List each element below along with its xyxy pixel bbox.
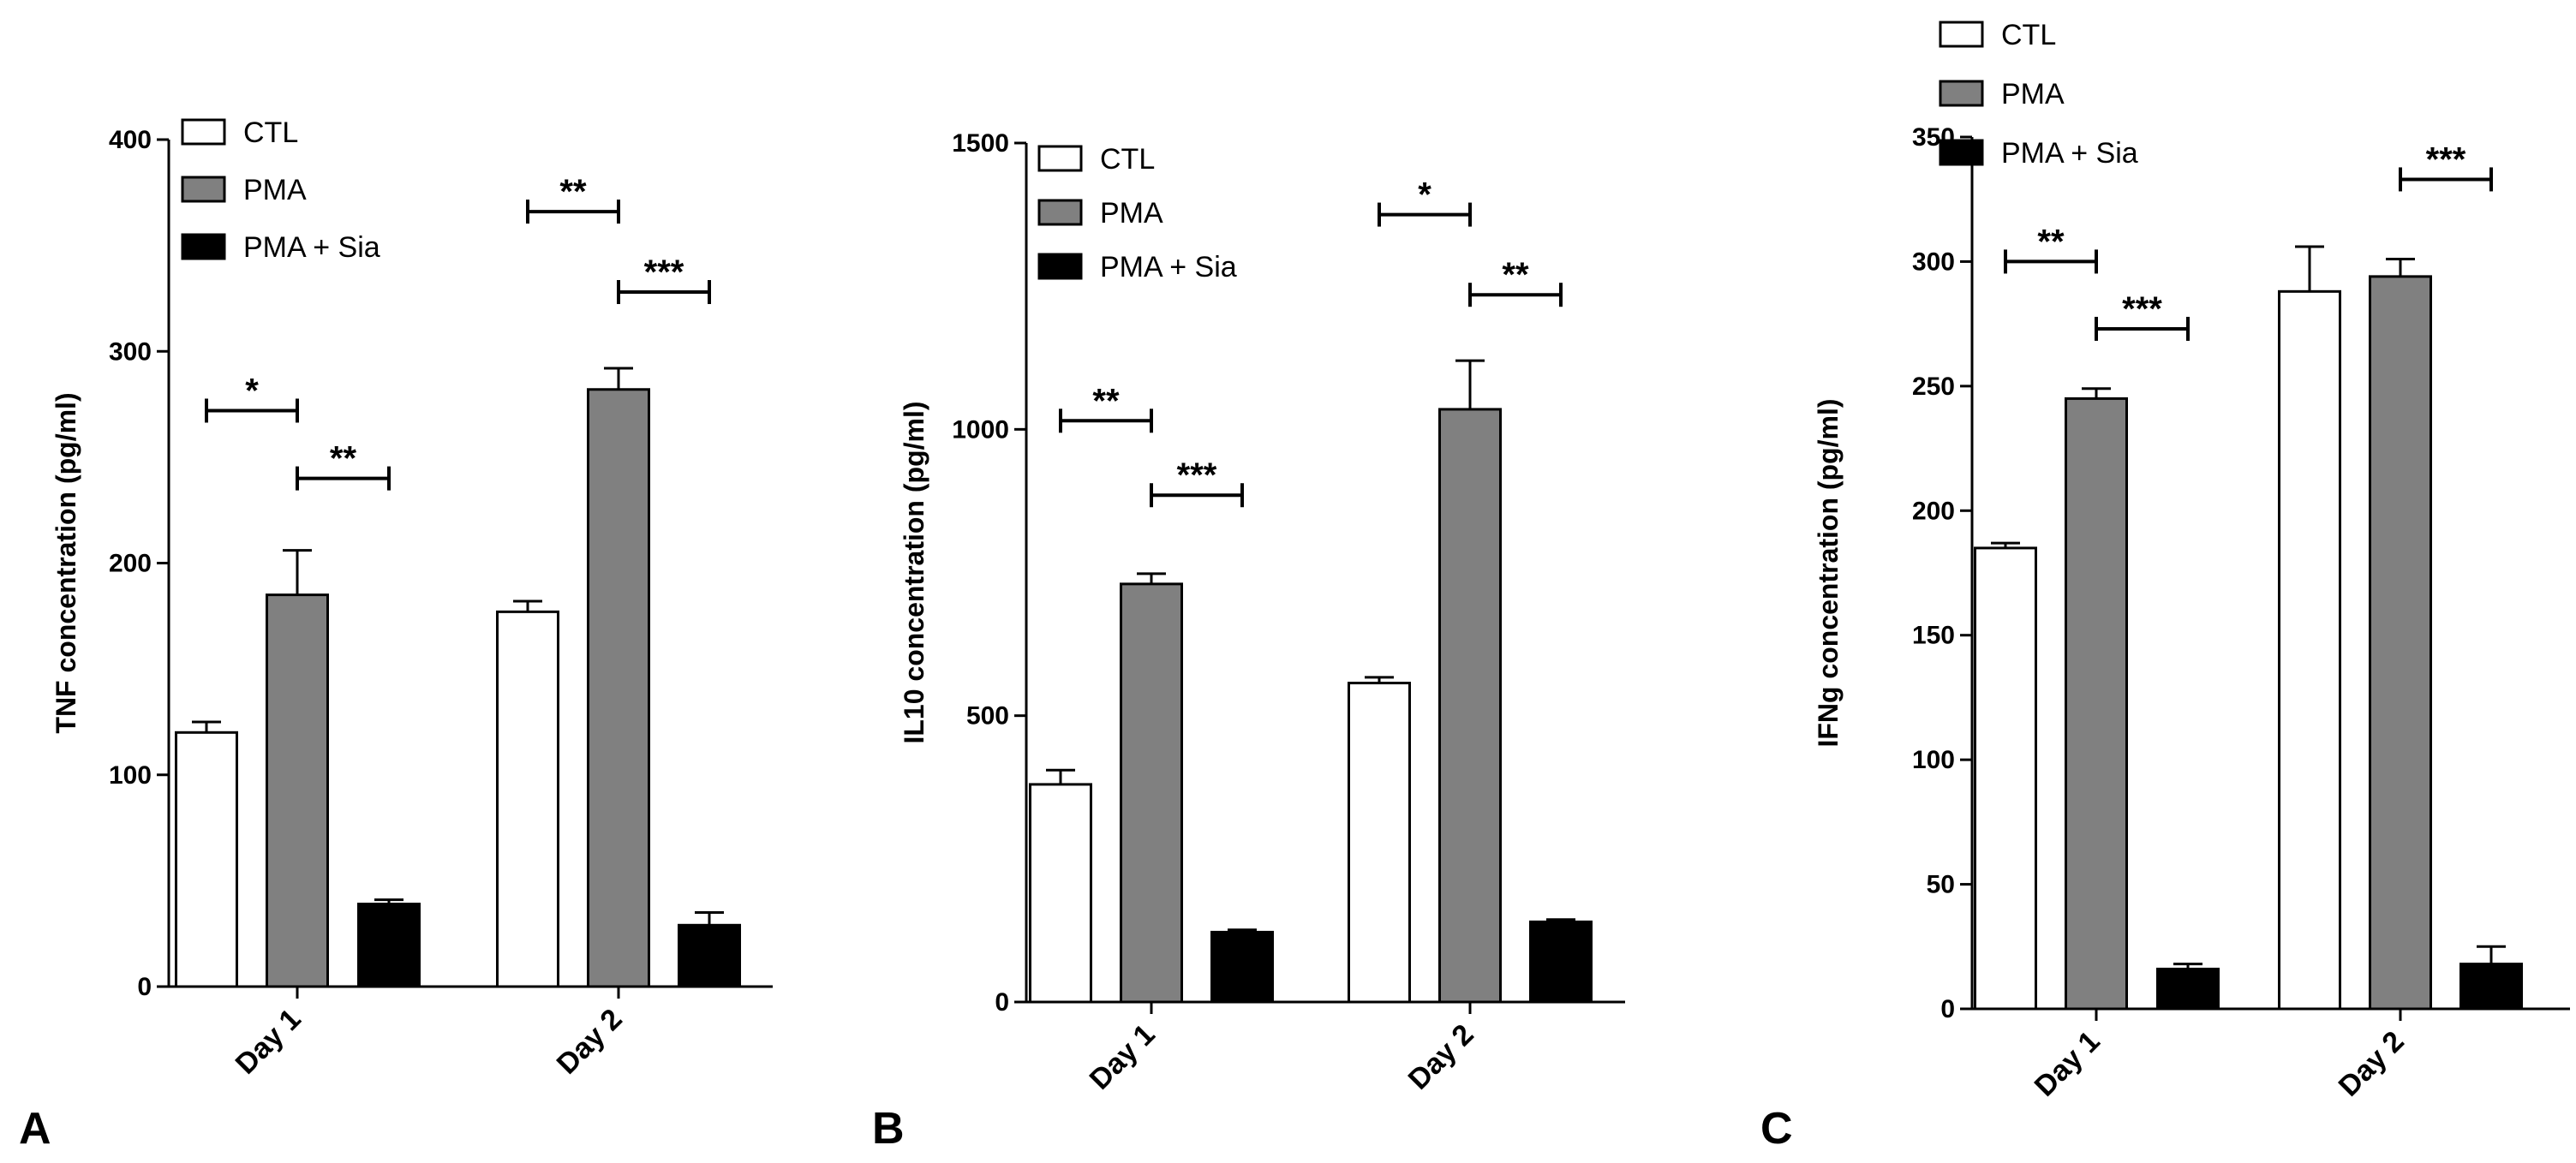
significance-label: ** xyxy=(1502,256,1529,294)
y-tick-label: 200 xyxy=(1912,497,1955,525)
bar-pma-sia-day-1 xyxy=(357,903,421,988)
significance-label: * xyxy=(1418,176,1431,214)
legend-entry: CTL xyxy=(1100,143,1155,176)
legend-swatch xyxy=(1939,21,1984,48)
bar-ctl-day-2 xyxy=(1348,682,1411,1004)
panel-label: A xyxy=(19,1104,51,1154)
bar-ctl-day-2 xyxy=(2278,289,2341,1011)
y-tick-label: 100 xyxy=(1912,746,1955,774)
legend-swatch xyxy=(1037,145,1083,172)
y-tick-label: 1000 xyxy=(952,415,1009,444)
significance-label: ** xyxy=(2037,223,2065,260)
bar-pma-day-1 xyxy=(1120,582,1183,1004)
y-tick-label: 150 xyxy=(1912,622,1955,650)
legend-swatch xyxy=(1037,253,1083,280)
legend-swatch xyxy=(1939,80,1984,107)
bar-pma-sia-day-1 xyxy=(2156,967,2220,1011)
y-tick-label: 400 xyxy=(109,126,152,154)
y-axis-label: TNF concentration (pg/ml) xyxy=(51,392,81,733)
legend-entry: PMA xyxy=(243,174,307,206)
bar-pma-day-2 xyxy=(2369,275,2432,1011)
y-tick-label: 0 xyxy=(1940,995,1955,1023)
legend-entry: PMA + Sia xyxy=(1100,251,1237,283)
bar-pma-sia-day-2 xyxy=(678,923,741,988)
y-tick-label: 100 xyxy=(109,761,152,790)
bar-ctl-day-2 xyxy=(496,610,559,988)
significance-label: *** xyxy=(2122,290,2162,328)
legend-swatch xyxy=(1939,139,1984,166)
panel-label: C xyxy=(1760,1104,1793,1154)
significance-label: *** xyxy=(644,253,684,291)
legend-entry: PMA xyxy=(2001,78,2065,110)
legend-entry: PMA xyxy=(1100,197,1163,230)
x-tick-label: Day 2 xyxy=(2333,1025,2411,1103)
x-tick-label: Day 1 xyxy=(230,1003,308,1081)
legend-entry: PMA + Sia xyxy=(2001,137,2138,170)
panel-a: 0 100 200 300 400 TNF concentration (pg/ml) Da… xyxy=(19,116,773,1154)
y-axis-label: IFNg concentration (pg/ml) xyxy=(1813,398,1844,747)
y-tick-label: 0 xyxy=(137,973,152,1001)
y-tick-label: 1500 xyxy=(952,129,1009,158)
significance-label: ** xyxy=(330,440,357,478)
bar-pma-day-2 xyxy=(1438,408,1502,1004)
legend-entry: CTL xyxy=(243,116,298,149)
bar-pma-day-2 xyxy=(587,388,650,988)
legend-entry: PMA + Sia xyxy=(243,231,380,264)
bar-ctl-day-1 xyxy=(1974,546,2037,1011)
legend-entry: CTL xyxy=(2001,19,2056,51)
legend-swatch xyxy=(1037,199,1083,226)
bar-pma-day-1 xyxy=(266,593,329,988)
y-tick-label: 250 xyxy=(1912,373,1955,401)
y-tick-label: 300 xyxy=(1912,248,1955,276)
bar-pma-sia-day-2 xyxy=(1529,920,1593,1004)
legend-swatch xyxy=(181,233,226,260)
legend-swatch xyxy=(181,176,226,203)
panel-b: 0 500 1000 1500 IL10 concentration (pg/ml) Da… xyxy=(872,129,1625,1154)
x-tick-label: Day 1 xyxy=(2029,1025,2107,1103)
y-tick-label: 500 xyxy=(966,702,1009,731)
y-tick-label: 0 xyxy=(995,988,1009,1017)
significance-label: ** xyxy=(1092,382,1120,420)
x-tick-label: Day 1 xyxy=(1084,1018,1162,1096)
panel-label: B xyxy=(872,1104,905,1154)
y-tick-label: 200 xyxy=(109,550,152,578)
significance-label: *** xyxy=(2426,140,2466,178)
legend-swatch xyxy=(181,118,226,146)
y-tick-label: 50 xyxy=(1927,871,1955,899)
bar-pma-sia-day-2 xyxy=(2459,963,2523,1011)
bar-pma-sia-day-1 xyxy=(1210,930,1274,1004)
x-tick-label: Day 2 xyxy=(1402,1018,1480,1096)
bar-pma-day-1 xyxy=(2065,397,2128,1011)
significance-label: ** xyxy=(559,173,587,211)
y-axis-label: IL10 concentration (pg/ml) xyxy=(899,401,929,743)
significance-label: *** xyxy=(1177,456,1217,494)
x-tick-label: Day 2 xyxy=(551,1003,629,1081)
bar-ctl-day-1 xyxy=(1029,783,1092,1004)
y-tick-label: 300 xyxy=(109,337,152,366)
significance-label: * xyxy=(245,372,259,409)
bar-ctl-day-1 xyxy=(175,731,238,988)
